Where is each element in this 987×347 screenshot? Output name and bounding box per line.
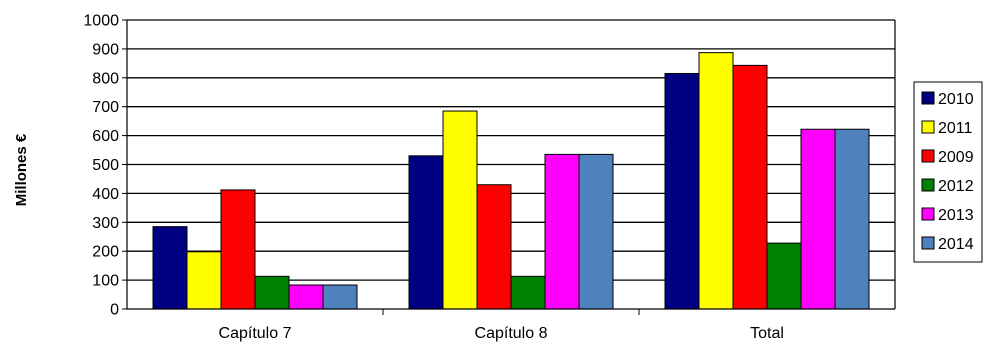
y-tick-label: 600 (92, 128, 119, 145)
y-axis-label: Millones € (13, 133, 30, 206)
y-tick-label: 100 (92, 273, 119, 290)
bar-2013-1 (288, 284, 324, 310)
bar-2012-2 (510, 275, 546, 310)
legend-label-2010: 2010 (938, 91, 974, 108)
legend: 2010 2011 2009 2012 2013 2014 (913, 81, 983, 263)
bar-2014-2 (578, 153, 614, 310)
legend-label-2013: 2013 (938, 207, 974, 224)
bar-2010-1 (152, 226, 188, 310)
bar-2011-1 (186, 251, 222, 310)
y-tick-label: 900 (92, 41, 119, 58)
y-tick-label: 400 (92, 186, 119, 203)
bar-2012-1 (254, 275, 290, 310)
bar-2014-3 (834, 128, 870, 310)
bar-2011-2 (442, 110, 478, 310)
legend-swatch-2012 (921, 178, 935, 192)
bar-2011-3 (698, 52, 734, 310)
legend-swatch-2011 (921, 120, 935, 134)
legend-swatch-2009 (921, 149, 935, 163)
bar-2013-3 (800, 128, 836, 310)
y-tick-label: 500 (92, 157, 119, 174)
bar-2009-1 (220, 189, 256, 310)
bar-2010-3 (664, 72, 700, 310)
legend-swatch-2010 (921, 91, 935, 105)
legend-label-2009: 2009 (938, 149, 974, 166)
y-tick-label: 300 (92, 215, 119, 232)
legend-swatch-2014 (921, 236, 935, 250)
legend-swatch-2013 (921, 207, 935, 221)
legend-label-2014: 2014 (938, 236, 974, 253)
plot-area: 0 100 200 300 400 500 600 700 800 900 1000 Capítulo… (83, 13, 896, 342)
y-tick-label: 1000 (83, 13, 119, 30)
legend-box (913, 81, 983, 263)
y-tick-label: 200 (92, 244, 119, 261)
x-tick-label: Total (750, 325, 784, 342)
y-tick-label: 800 (92, 70, 119, 87)
y-tick-label: 700 (92, 99, 119, 116)
x-tick-label: Capítulo 7 (219, 325, 292, 342)
bar-2009-3 (732, 64, 768, 310)
x-tick-label: Capítulo 8 (475, 325, 548, 342)
bar-2012-3 (766, 242, 802, 310)
y-tick-label: 0 (110, 302, 119, 319)
legend-label-2012: 2012 (938, 178, 974, 195)
bar-2013-2 (544, 153, 580, 310)
bar-2009-2 (476, 184, 512, 310)
legend-label-2011: 2011 (938, 120, 973, 137)
bar-2014-1 (322, 284, 358, 310)
bar-2010-2 (408, 155, 444, 310)
